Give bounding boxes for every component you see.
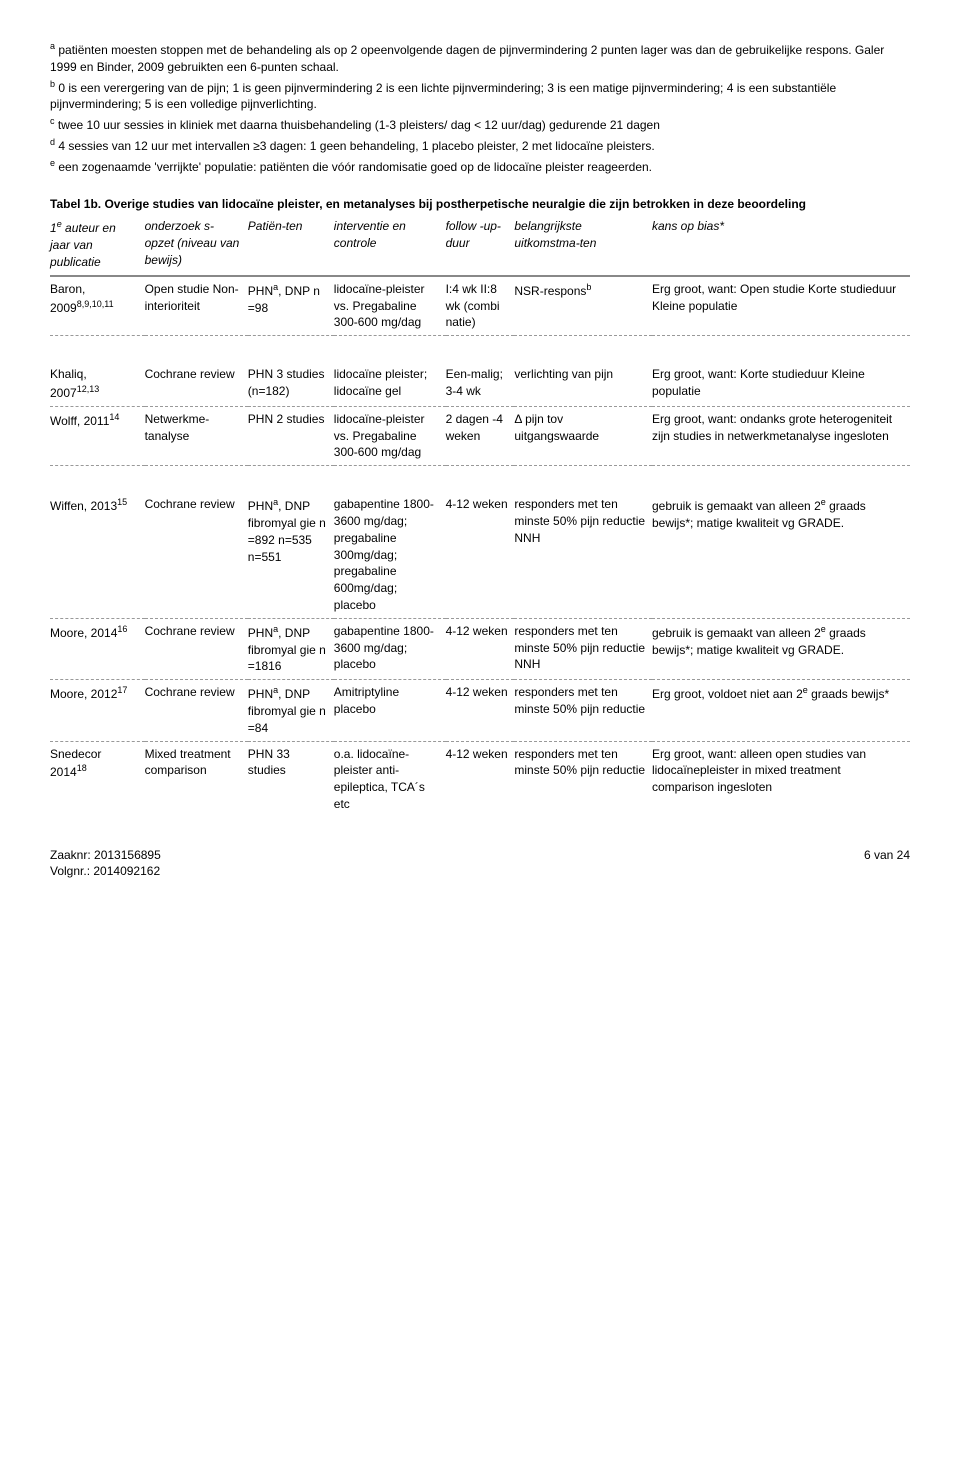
cell-author: Wiffen, 201315 <box>50 492 145 618</box>
cell-patients: PHNa, DNP fibromyal gie n =1816 <box>248 618 334 679</box>
cell-intervention: Amitriptyline placebo <box>334 680 446 741</box>
cell-outcome: NSR-responsb <box>514 276 652 336</box>
cell-design: Cochrane review <box>145 618 248 679</box>
cell-outcome: responders met ten minste 50% pijn reduc… <box>514 492 652 618</box>
footnote-c: c twee 10 uur sessies in kliniek met daa… <box>50 115 910 134</box>
cell-follow: I:4 wk II:8 wk (combi natie) <box>446 276 515 336</box>
cell-follow: 2 dagen -4 weken <box>446 406 515 465</box>
header-outcome: belangrijkste uitkomstma-ten <box>514 214 652 275</box>
studies-table: 1e auteur en jaar van publicatie onderzo… <box>50 214 910 816</box>
cell-bias: Erg groot, want: Open studie Korte studi… <box>652 276 910 336</box>
cell-intervention: o.a. lidocaïne-pleister anti-epileptica,… <box>334 741 446 817</box>
cell-bias: Erg groot, want: ondanks grote heterogen… <box>652 406 910 465</box>
cell-author: Moore, 201217 <box>50 680 145 741</box>
cell-author: Moore, 201416 <box>50 618 145 679</box>
cell-outcome: responders met ten minste 50% pijn reduc… <box>514 741 652 817</box>
cell-follow: Een-malig; 3-4 wk <box>446 362 515 406</box>
cell-patients: PHN 3 studies (n=182) <box>248 362 334 406</box>
cell-outcome: verlichting van pijn <box>514 362 652 406</box>
footnote-a-text: patiënten moesten stoppen met de behande… <box>50 43 884 74</box>
cell-outcome: Δ pijn tov uitgangswaarde <box>514 406 652 465</box>
table-row: Khaliq, 200712,13Cochrane reviewPHN 3 st… <box>50 362 910 406</box>
footnote-b-text: 0 is een verergering van de pijn; 1 is g… <box>50 81 836 112</box>
cell-patients: PHNa, DNP n =98 <box>248 276 334 336</box>
cell-author: Wolff, 201114 <box>50 406 145 465</box>
cell-intervention: lidocaïne pleister; lidocaïne gel <box>334 362 446 406</box>
zaaknr-value: 2013156895 <box>94 848 161 862</box>
cell-design: Mixed treatment comparison <box>145 741 248 817</box>
header-design: onderzoek s-opzet (niveau van bewijs) <box>145 214 248 275</box>
cell-intervention: lidocaïne-pleister vs. Pregabaline 300-6… <box>334 406 446 465</box>
cell-design: Cochrane review <box>145 680 248 741</box>
cell-design: Cochrane review <box>145 362 248 406</box>
cell-intervention: gabapentine 1800-3600 mg/dag; placebo <box>334 618 446 679</box>
footnotes-block: a patiënten moesten stoppen met de behan… <box>50 40 910 176</box>
cell-design: Netwerkme-tanalyse <box>145 406 248 465</box>
volgnr-value: 2014092162 <box>93 864 160 878</box>
cell-intervention: gabapentine 1800-3600 mg/dag; pregabalin… <box>334 492 446 618</box>
cell-follow: 4-12 weken <box>446 492 515 618</box>
cell-intervention: lidocaïne-pleister vs. Pregabaline 300-6… <box>334 276 446 336</box>
table-header-row: 1e auteur en jaar van publicatie onderzo… <box>50 214 910 275</box>
cell-design: Open studie Non-interioriteit <box>145 276 248 336</box>
footer-left: Zaaknr: 2013156895 Volgnr.: 2014092162 <box>50 847 161 881</box>
footnote-e-text: een zogenaamde 'verrijkte' populatie: pa… <box>58 160 652 174</box>
header-author: 1e auteur en jaar van publicatie <box>50 214 145 275</box>
header-intervention: interventie en controle <box>334 214 446 275</box>
volgnr-label: Volgnr.: <box>50 864 90 878</box>
cell-author: Khaliq, 200712,13 <box>50 362 145 406</box>
cell-bias: Erg groot, want: alleen open studies van… <box>652 741 910 817</box>
cell-bias: gebruik is gemaakt van alleen 2e graads … <box>652 618 910 679</box>
cell-follow: 4-12 weken <box>446 618 515 679</box>
cell-patients: PHNa, DNP fibromyal gie n =84 <box>248 680 334 741</box>
table-row: Moore, 201217Cochrane reviewPHNa, DNP fi… <box>50 680 910 741</box>
cell-bias: Erg groot, want: Korte studieduur Kleine… <box>652 362 910 406</box>
cell-design: Cochrane review <box>145 492 248 618</box>
cell-bias: gebruik is gemaakt van alleen 2e graads … <box>652 492 910 618</box>
header-follow: follow -up-duur <box>446 214 515 275</box>
footnote-d: d 4 sessies van 12 uur met intervallen ≥… <box>50 136 910 155</box>
header-author-text: 1e auteur en jaar van publicatie <box>50 221 116 269</box>
header-bias: kans op bias* <box>652 214 910 275</box>
cell-bias: Erg groot, voldoet niet aan 2e graads be… <box>652 680 910 741</box>
cell-outcome: responders met ten minste 50% pijn reduc… <box>514 618 652 679</box>
page-number: 6 van 24 <box>864 848 910 862</box>
header-patients: Patiën-ten <box>248 214 334 275</box>
footer-right: 6 van 24 <box>864 847 910 881</box>
table-row: Moore, 201416Cochrane reviewPHNa, DNP fi… <box>50 618 910 679</box>
cell-author: Snedecor 201418 <box>50 741 145 817</box>
cell-follow: 4-12 weken <box>446 741 515 817</box>
footnote-a: a patiënten moesten stoppen met de behan… <box>50 40 910 76</box>
footnote-c-text: twee 10 uur sessies in kliniek met daarn… <box>58 118 660 132</box>
table-row: Wolff, 201114Netwerkme-tanalysePHN 2 stu… <box>50 406 910 465</box>
footnote-e: e een zogenaamde 'verrijkte' populatie: … <box>50 157 910 176</box>
cell-follow: 4-12 weken <box>446 680 515 741</box>
cell-outcome: responders met ten minste 50% pijn reduc… <box>514 680 652 741</box>
cell-patients: PHN 33 studies <box>248 741 334 817</box>
cell-patients: PHNa, DNP fibromyal gie n =892 n=535 n=5… <box>248 492 334 618</box>
footnote-d-text: 4 sessies van 12 uur met intervallen ≥3 … <box>58 139 654 153</box>
table-row: Baron, 20098,9,10,11Open studie Non-inte… <box>50 276 910 336</box>
table-title: Tabel 1b. Overige studies van lidocaïne … <box>50 196 910 213</box>
table-row: Wiffen, 201315Cochrane reviewPHNa, DNP f… <box>50 492 910 618</box>
zaaknr-label: Zaaknr: <box>50 848 91 862</box>
footnote-b: b 0 is een verergering van de pijn; 1 is… <box>50 78 910 114</box>
cell-patients: PHN 2 studies <box>248 406 334 465</box>
page-footer: Zaaknr: 2013156895 Volgnr.: 2014092162 6… <box>50 847 910 881</box>
cell-author: Baron, 20098,9,10,11 <box>50 276 145 336</box>
table-row: Snedecor 201418Mixed treatment compariso… <box>50 741 910 817</box>
